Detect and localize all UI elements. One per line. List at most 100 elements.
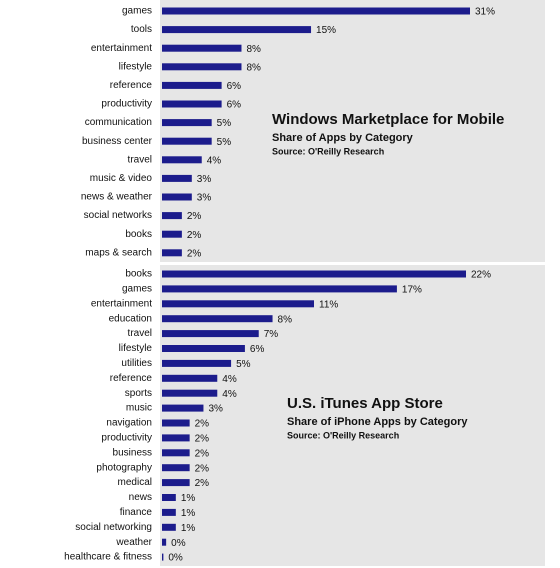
value-label: 2% bbox=[187, 248, 202, 259]
bar bbox=[162, 494, 176, 501]
category-label: maps & search bbox=[85, 247, 152, 258]
category-label: entertainment bbox=[91, 298, 152, 309]
category-label: healthcare & fitness bbox=[64, 552, 152, 563]
chart-title: U.S. iTunes App Store bbox=[287, 395, 443, 412]
category-label: reference bbox=[110, 80, 153, 91]
value-label: 0% bbox=[171, 538, 186, 549]
bar bbox=[162, 230, 182, 238]
chart-subtitle: Share of Apps by Category bbox=[272, 132, 414, 144]
bar bbox=[162, 119, 212, 127]
panel bbox=[160, 265, 545, 566]
category-label: social networking bbox=[75, 522, 152, 533]
value-label: 2% bbox=[195, 434, 210, 445]
bar bbox=[162, 464, 190, 472]
bar bbox=[162, 193, 192, 201]
chart-source: Source: O'Reilly Research bbox=[287, 430, 399, 440]
bar bbox=[162, 212, 182, 220]
category-label: productivity bbox=[101, 433, 152, 444]
value-label: 4% bbox=[207, 155, 222, 166]
category-label: lifestyle bbox=[119, 343, 153, 354]
value-label: 1% bbox=[181, 493, 196, 504]
value-label: 5% bbox=[236, 359, 251, 370]
bar bbox=[162, 523, 176, 531]
value-label: 22% bbox=[471, 270, 491, 281]
bar bbox=[162, 404, 204, 412]
category-label: sports bbox=[125, 388, 152, 399]
category-label: finance bbox=[120, 507, 153, 518]
category-label: games bbox=[122, 284, 152, 295]
bar bbox=[162, 26, 312, 34]
category-label: education bbox=[109, 313, 152, 324]
panel bbox=[160, 0, 545, 262]
bar bbox=[162, 419, 190, 427]
bar bbox=[162, 44, 242, 52]
category-label: photography bbox=[96, 462, 152, 473]
bar bbox=[162, 285, 397, 293]
value-label: 2% bbox=[195, 448, 210, 459]
value-label: 4% bbox=[222, 374, 237, 385]
category-label: business bbox=[113, 447, 152, 458]
category-label: lifestyle bbox=[119, 61, 153, 72]
chart-subtitle: Share of iPhone Apps by Category bbox=[287, 416, 468, 428]
value-label: 8% bbox=[278, 314, 293, 325]
value-label: 15% bbox=[316, 25, 336, 36]
value-label: 6% bbox=[250, 344, 265, 355]
value-label: 4% bbox=[222, 389, 237, 400]
value-label: 5% bbox=[217, 137, 232, 148]
bar bbox=[162, 7, 470, 15]
value-label: 8% bbox=[246, 44, 261, 55]
bar bbox=[162, 434, 190, 442]
bar bbox=[162, 345, 245, 352]
category-label: utilities bbox=[121, 358, 152, 369]
category-label: communication bbox=[85, 117, 152, 128]
value-label: 8% bbox=[246, 62, 261, 73]
value-label: 31% bbox=[475, 7, 495, 18]
bar bbox=[162, 174, 192, 182]
value-label: 3% bbox=[197, 174, 212, 185]
value-label: 3% bbox=[197, 193, 212, 204]
bar bbox=[162, 374, 218, 382]
category-label: entertainment bbox=[91, 43, 152, 54]
chart-title: Windows Marketplace for Mobile bbox=[272, 111, 504, 128]
value-label: 2% bbox=[187, 211, 202, 222]
bar bbox=[162, 359, 232, 367]
chart-source: Source: O'Reilly Research bbox=[272, 146, 384, 156]
value-label: 1% bbox=[181, 508, 196, 519]
value-label: 6% bbox=[227, 81, 242, 92]
bar bbox=[162, 100, 222, 108]
value-label: 11% bbox=[319, 299, 338, 310]
value-label: 17% bbox=[402, 285, 422, 296]
value-label: 6% bbox=[227, 100, 242, 111]
value-label: 1% bbox=[181, 523, 196, 534]
bar bbox=[162, 538, 167, 546]
category-label: travel bbox=[128, 328, 152, 339]
category-label: productivity bbox=[101, 99, 152, 110]
bar bbox=[162, 63, 242, 71]
value-label: 2% bbox=[187, 230, 202, 241]
bar bbox=[162, 449, 190, 457]
category-label: books bbox=[125, 229, 152, 240]
value-label: 3% bbox=[208, 404, 223, 415]
category-label: weather bbox=[115, 537, 152, 548]
category-label: business center bbox=[82, 136, 153, 147]
category-label: music bbox=[126, 403, 152, 414]
category-label: medical bbox=[118, 477, 152, 488]
category-label: news & weather bbox=[81, 192, 153, 203]
category-label: tools bbox=[131, 24, 152, 35]
bar bbox=[162, 330, 259, 338]
category-label: games bbox=[122, 6, 152, 17]
value-label: 0% bbox=[168, 553, 183, 564]
bar bbox=[162, 249, 182, 257]
bar bbox=[162, 553, 164, 561]
category-label: books bbox=[125, 269, 152, 280]
bar bbox=[162, 479, 190, 487]
category-label: music & video bbox=[90, 173, 153, 184]
value-label: 2% bbox=[195, 478, 210, 489]
category-label: navigation bbox=[106, 418, 152, 429]
value-label: 7% bbox=[264, 329, 279, 340]
bar bbox=[162, 270, 466, 278]
category-label: news bbox=[129, 492, 152, 503]
value-label: 2% bbox=[195, 419, 210, 430]
